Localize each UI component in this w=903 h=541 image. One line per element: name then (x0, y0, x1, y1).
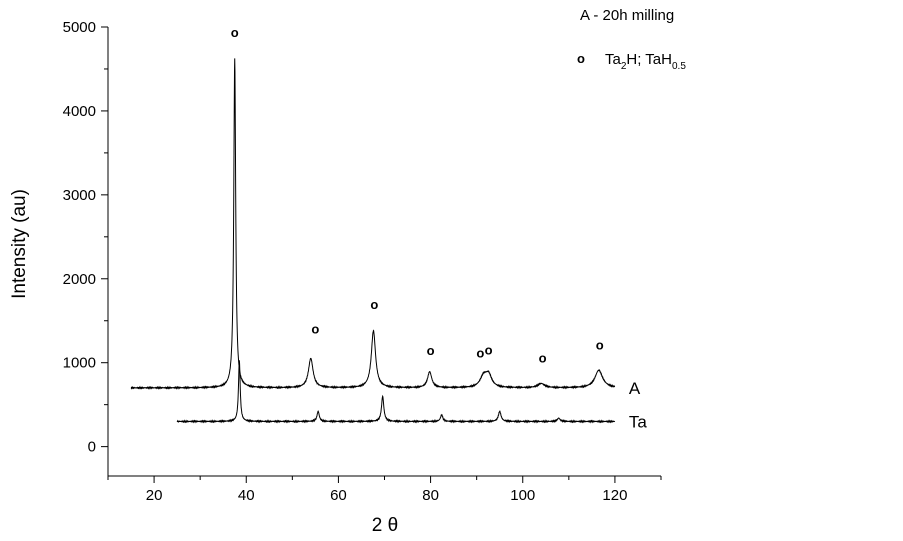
legend: A - 20h milling o Ta2H; TaH0.5 (577, 7, 686, 72)
x-tick-label: 40 (238, 487, 255, 504)
y-axis-label: Intensity (au) (9, 189, 30, 299)
peak-marker: o (370, 297, 378, 312)
x-axis-label: 2 θ (372, 515, 398, 536)
legend-entry-sub1: 2 (621, 61, 627, 72)
series-layer: A Ta (130, 58, 648, 431)
y-ticks: 0 1000 2000 3000 4000 5000 (63, 19, 108, 456)
legend-entry: Ta2H; TaH0.5 (605, 51, 686, 72)
y-tick-label: 2000 (63, 271, 96, 288)
y-tick-label: 5000 (63, 19, 96, 36)
legend-title: A - 20h milling (580, 7, 674, 24)
legend-entry-part2: H; TaH (626, 51, 672, 68)
x-tick-label: 60 (330, 487, 347, 504)
series-label-ta: Ta (629, 412, 648, 431)
peak-marker: o (311, 321, 319, 336)
peak-marker: o (427, 343, 435, 358)
peak-marker: o (596, 337, 604, 352)
legend-entry-part1: Ta (605, 51, 622, 68)
x-tick-label: 20 (146, 487, 163, 504)
legend-entry-sub2: 0.5 (672, 61, 686, 72)
series-line-ta (176, 360, 616, 424)
y-tick-label: 3000 (63, 187, 96, 204)
y-tick-label: 0 (88, 439, 96, 456)
peak-marker: o (485, 342, 493, 357)
legend-marker-symbol: o (577, 51, 585, 66)
axes: 0 1000 2000 3000 4000 5000 20 40 60 80 100 120 (63, 19, 662, 504)
peak-marker: o (231, 25, 239, 40)
peak-marker: o (539, 351, 547, 366)
peak-marker: o (476, 346, 484, 361)
y-tick-label: 4000 (63, 103, 96, 120)
y-tick-label: 1000 (63, 355, 96, 372)
x-tick-label: 80 (422, 487, 439, 504)
x-tick-label: 100 (510, 487, 535, 504)
series-line-a (130, 58, 616, 390)
x-ticks: 20 40 60 80 100 120 (107, 476, 662, 504)
series-label-a: A (629, 379, 641, 398)
x-tick-label: 120 (602, 487, 627, 504)
